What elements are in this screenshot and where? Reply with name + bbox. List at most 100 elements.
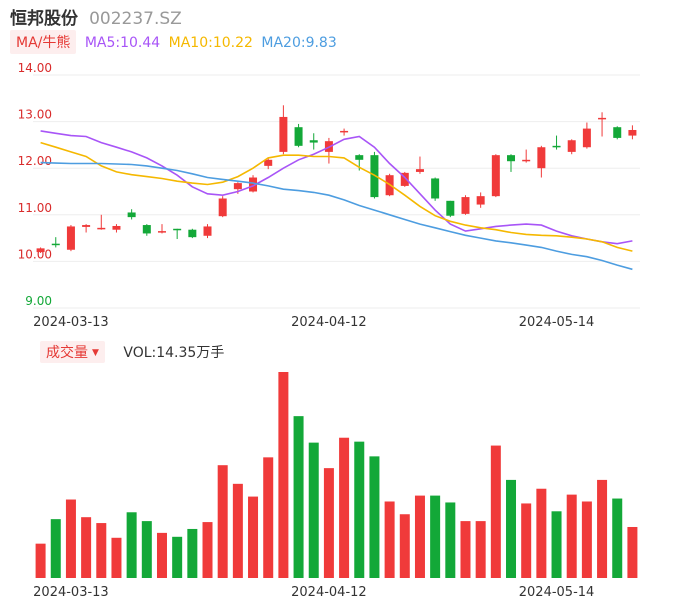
volume-bar (308, 442, 319, 578)
candle-body (340, 130, 349, 133)
candle-body (598, 117, 607, 120)
candle-body (491, 155, 500, 197)
ma-indicator-tab[interactable]: MA/牛熊 (10, 30, 77, 54)
candle-body (613, 127, 622, 138)
candle-body (537, 147, 546, 169)
stock-name: 恒邦股份 (10, 9, 78, 29)
candle-body (355, 155, 364, 160)
candle-body (188, 229, 197, 238)
candle-body (446, 200, 455, 216)
candle-body (476, 196, 485, 205)
x-tick-label: 2024-05-14 (519, 585, 595, 600)
candle-body (400, 172, 409, 186)
volume-bar (339, 437, 350, 578)
volume-bar (445, 502, 456, 578)
volume-bar (263, 457, 274, 578)
volume-bar (202, 522, 213, 578)
candle-body (294, 127, 303, 146)
candle-body (173, 228, 182, 231)
volume-value: VOL:14.35万手 (123, 345, 225, 361)
ma5-line (40, 130, 633, 245)
stock-code: 002237.SZ (89, 9, 182, 29)
volume-bar (612, 498, 623, 578)
volume-bar (399, 514, 410, 578)
candle-body (97, 227, 106, 230)
candle-body (507, 155, 516, 162)
candle-body (431, 178, 440, 199)
volume-bar (323, 468, 334, 578)
stock-header: 恒邦股份 002237.SZ (10, 4, 182, 29)
volume-bar (81, 517, 92, 578)
volume-bar (581, 501, 592, 578)
volume-bar (597, 479, 608, 578)
x-tick-label: 2024-05-14 (519, 315, 595, 330)
candle-body (203, 226, 212, 236)
volume-tag-label: 成交量 (46, 345, 88, 361)
x-tick-label: 2024-04-12 (291, 585, 367, 600)
x-tick-label: 2024-03-13 (33, 315, 109, 330)
candle-body (36, 248, 45, 253)
candle-body (628, 129, 637, 136)
ma10-label: MA10:10.22 (168, 35, 253, 51)
volume-bar (96, 523, 107, 578)
volume-bar (126, 512, 137, 578)
volume-bar (187, 528, 198, 578)
candle-body (233, 183, 242, 190)
volume-bar (551, 511, 562, 578)
candle-body (66, 226, 75, 250)
volume-bar (156, 532, 167, 578)
ma-legend: MA/牛熊 MA5:10.44 MA10:10.22 MA20:9.83 (10, 30, 337, 54)
y-tick-label: 13.00 (18, 108, 52, 122)
volume-bar (172, 536, 183, 578)
volume-bar (354, 441, 365, 578)
volume-bar (490, 445, 501, 578)
volume-bar (475, 521, 486, 578)
candle-body (82, 225, 91, 227)
volume-bar (536, 488, 547, 578)
volume-bar (506, 479, 517, 578)
ma10-line (40, 141, 633, 252)
candle-body (142, 225, 151, 234)
volume-bar (141, 521, 152, 578)
candle-body (249, 177, 258, 192)
candle-body (218, 198, 227, 217)
volume-bar (293, 416, 304, 578)
y-tick-label: 14.00 (18, 61, 52, 75)
candle-body (264, 159, 273, 166)
y-tick-label: 10.00 (18, 247, 52, 261)
ma5-label: MA5:10.44 (84, 35, 161, 51)
candle-body (567, 140, 576, 152)
volume-bar (35, 543, 46, 578)
volume-bar (627, 526, 638, 578)
volume-bar (248, 496, 259, 578)
volume-bar (460, 521, 471, 578)
volume-bar (566, 494, 577, 578)
volume-bar (217, 465, 228, 578)
caret-down-icon: ▼ (92, 348, 99, 358)
candle-body (309, 140, 318, 143)
x-tick-label: 2024-03-13 (33, 585, 109, 600)
candle-body (552, 145, 561, 148)
y-tick-label: 9.00 (25, 294, 52, 308)
volume-bar (430, 495, 441, 578)
volume-bar (50, 519, 61, 578)
ma20-label: MA20:9.83 (261, 35, 337, 51)
candle-body (582, 128, 591, 148)
candle-body (279, 116, 288, 152)
candle-body (522, 159, 531, 162)
volume-bar (521, 503, 532, 578)
volume-indicator-dropdown[interactable]: 成交量 ▼ (40, 341, 105, 363)
volume-bar (65, 499, 76, 578)
candle-body (415, 169, 424, 172)
volume-bar (232, 483, 243, 578)
y-tick-label: 12.00 (18, 154, 52, 168)
volume-bar (369, 456, 380, 578)
volume-bar (111, 537, 122, 578)
candle-body (51, 243, 60, 246)
candle-body (157, 231, 166, 233)
volume-legend: 成交量 ▼ VOL:14.35万手 (40, 341, 224, 363)
candle-body (127, 212, 136, 218)
volume-bar (414, 495, 425, 578)
candle-body (112, 225, 121, 230)
x-tick-label: 2024-04-12 (291, 315, 367, 330)
